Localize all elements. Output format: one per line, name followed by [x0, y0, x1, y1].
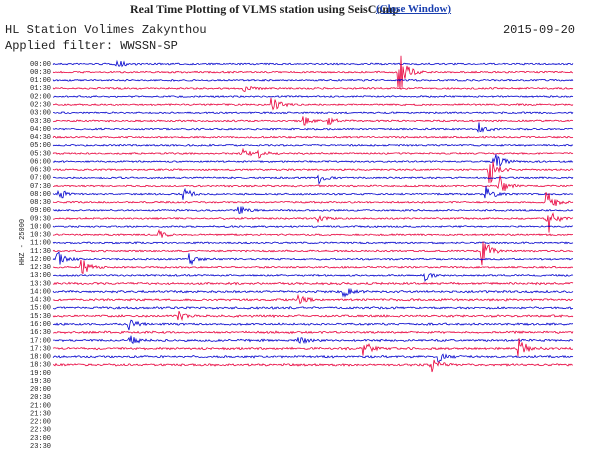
trace [52, 330, 574, 335]
trace [52, 250, 574, 266]
trace [52, 147, 574, 159]
trace [52, 95, 574, 99]
trace [52, 287, 574, 298]
trace [52, 55, 574, 90]
trace [52, 135, 574, 139]
time-label: 10:00 [30, 223, 51, 231]
trace [52, 293, 573, 305]
trace [52, 228, 574, 238]
time-label: 04:00 [30, 126, 51, 134]
trace [53, 111, 574, 115]
time-label: 09:00 [30, 207, 51, 215]
time-label: 11:30 [30, 248, 51, 256]
time-label: 15:00 [30, 305, 51, 313]
trace [52, 338, 574, 357]
time-label: 02:00 [30, 93, 51, 101]
time-label: 00:00 [30, 61, 51, 69]
time-label: 18:30 [30, 362, 51, 370]
trace [53, 335, 574, 345]
time-label: 02:30 [30, 101, 51, 109]
time-label: 14:30 [30, 297, 51, 305]
time-label: 16:30 [30, 329, 51, 337]
time-label: 21:00 [30, 402, 51, 410]
trace [52, 85, 574, 93]
time-label: 01:00 [30, 77, 51, 85]
time-label: 09:30 [30, 215, 51, 223]
trace [52, 59, 574, 68]
time-label: 16:00 [30, 321, 51, 329]
time-label: 14:00 [30, 288, 51, 296]
channel-label: HHZ - 25000 [19, 219, 27, 265]
time-label: 21:30 [30, 410, 51, 418]
time-label: 13:30 [30, 280, 51, 288]
trace [52, 174, 574, 185]
trace [52, 241, 574, 266]
time-label: 22:00 [30, 419, 51, 427]
trace [52, 241, 574, 245]
trace [52, 353, 574, 363]
close-window-link[interactable]: (Close Window) [376, 3, 452, 15]
time-label: 05:30 [30, 150, 51, 158]
time-label: 23:00 [30, 435, 51, 443]
trace [52, 78, 574, 82]
time-label: 17:00 [30, 337, 51, 345]
time-label: 03:30 [30, 118, 51, 126]
time-label: 01:30 [30, 85, 51, 93]
date: 2015-09-20 [502, 23, 575, 37]
trace [52, 122, 574, 134]
time-label: 03:00 [30, 110, 51, 118]
time-label: 00:30 [30, 69, 51, 77]
trace [52, 192, 574, 206]
trace [52, 310, 574, 322]
time-label: 05:00 [30, 142, 51, 150]
trace [52, 116, 574, 126]
time-label: 13:00 [30, 272, 51, 280]
time-label: 19:30 [30, 378, 51, 386]
trace [52, 205, 574, 214]
time-label: 20:30 [30, 394, 51, 402]
trace [52, 272, 574, 282]
time-label: 22:30 [30, 427, 51, 435]
time-label: 15:30 [30, 313, 51, 321]
trace [52, 143, 574, 147]
filter: Applied filter: WWSSN-SP [5, 39, 178, 53]
time-label: 12:00 [30, 256, 51, 264]
time-label: 11:00 [30, 240, 51, 248]
time-label: 18:00 [30, 354, 51, 362]
trace [52, 225, 573, 229]
time-label: 23:30 [30, 443, 51, 451]
time-label: 07:00 [30, 175, 51, 183]
trace [52, 281, 574, 286]
trace [52, 185, 574, 200]
trace [52, 161, 574, 184]
time-label: 07:30 [30, 183, 51, 191]
trace [52, 319, 574, 331]
trace [52, 212, 574, 233]
time-label: 10:30 [30, 232, 51, 240]
time-label: 06:00 [30, 158, 51, 166]
trace [52, 154, 574, 168]
time-label: 08:30 [30, 199, 51, 207]
trace [53, 97, 574, 111]
time-label: 06:30 [30, 167, 51, 175]
time-label: 19:00 [30, 370, 51, 378]
time-label: 17:30 [30, 345, 51, 353]
time-label: 12:30 [30, 264, 51, 272]
trace [52, 259, 574, 275]
station-name: HL Station Volimes Zakynthou [5, 23, 207, 37]
trace [52, 306, 574, 310]
title: Real Time Plotting of VLMS station using… [130, 2, 400, 16]
time-label: 04:30 [30, 134, 51, 142]
time-label: 20:00 [30, 386, 51, 394]
trace [52, 359, 573, 373]
time-label: 08:00 [30, 191, 51, 199]
